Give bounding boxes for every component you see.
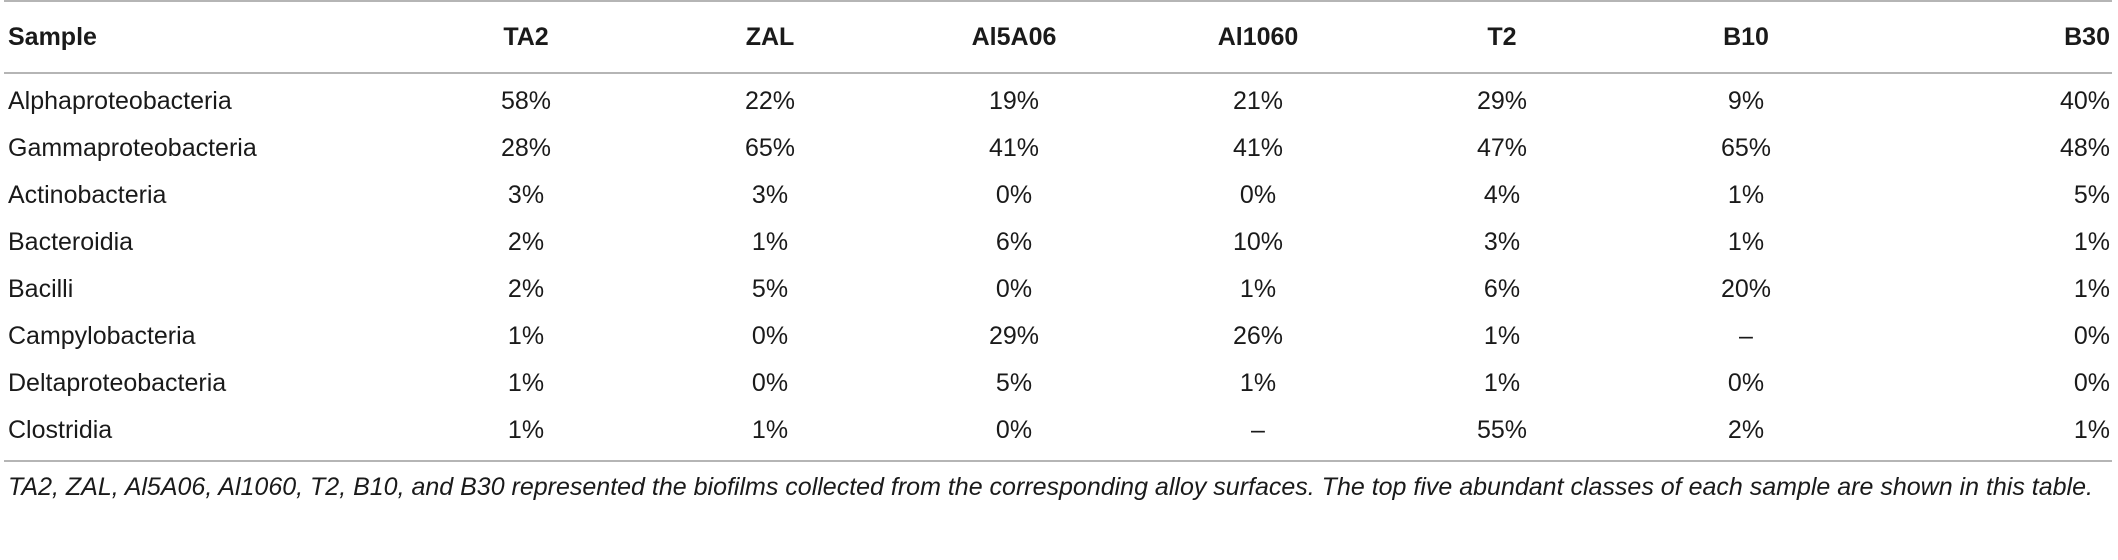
table-cell: 1% [2073, 228, 2110, 256]
table-cell: 40% [2059, 87, 2110, 115]
header-al5a06: Al5A06 [892, 0, 1136, 74]
table-container: Sample TA2 ZAL Al5A06 Al1060 T2 B10 B30 Alphapr… [4, 0, 2112, 505]
table-cell: 1% [648, 407, 892, 462]
table-cell: 9% [1727, 87, 1765, 115]
table-cell: 58% [500, 87, 552, 115]
table-cell: 10% [1232, 228, 1284, 256]
table-cell: 1% [404, 407, 648, 462]
table-cell: 3% [1483, 228, 1521, 256]
table-row: Deltaproteobacteria 1% 0% 5% 1% 1% 0% 0% [4, 360, 2112, 407]
table-cell: 41% [988, 134, 1040, 162]
table-cell: 3% [507, 181, 545, 209]
table-cell: 29% [988, 322, 1040, 350]
table-cell: 5% [751, 275, 789, 303]
table-cell: 0% [2073, 369, 2110, 397]
table-cell: 28% [500, 134, 552, 162]
table-cell: 19% [988, 87, 1040, 115]
table-footnote: TA2, ZAL, Al5A06, Al1060, T2, B10, and B… [8, 473, 2093, 501]
header-b10: B10 [1624, 0, 1868, 74]
table-cell: 1% [751, 228, 789, 256]
table-cell: 26% [1232, 322, 1284, 350]
table-body: Alphaproteobacteria 58% 22% 19% 21% 29% 9% 40% G… [4, 73, 2112, 462]
table-cell: 3% [751, 181, 789, 209]
row-label: Bacteroidia [8, 228, 134, 256]
table-row: Campylobacteria 1% 0% 29% 26% 1% – 0% [4, 313, 2112, 360]
table-cell: 1% [1727, 228, 1765, 256]
table-cell: 0% [1239, 181, 1277, 209]
table-cell: 1% [1239, 369, 1277, 397]
header-row: Sample TA2 ZAL Al5A06 Al1060 T2 B10 B30 [4, 0, 2112, 74]
table-cell: 2% [507, 228, 545, 256]
header-sample: Sample [4, 0, 404, 74]
abundance-table: Sample TA2 ZAL Al5A06 Al1060 T2 B10 B30 Alphapr… [4, 0, 2112, 462]
table-cell: 0% [995, 275, 1033, 303]
table-cell: 5% [995, 369, 1033, 397]
table-cell: 5% [2073, 181, 2110, 209]
table-cell: 1% [1868, 407, 2112, 462]
table-cell: 0% [995, 181, 1033, 209]
row-label: Bacilli [8, 275, 74, 303]
row-label: Clostridia [4, 407, 404, 462]
table-cell: 1% [1727, 181, 1765, 209]
table-cell: 20% [1720, 275, 1772, 303]
table-cell: 0% [2073, 322, 2110, 350]
table-cell: 6% [1483, 275, 1521, 303]
table-cell: 0% [751, 322, 789, 350]
table-cell: 1% [1483, 322, 1521, 350]
table-cell: 22% [744, 87, 796, 115]
table-cell: 65% [1720, 134, 1772, 162]
table-cell: – [1136, 407, 1380, 462]
row-label: Deltaproteobacteria [8, 369, 227, 397]
table-cell: 1% [2073, 275, 2110, 303]
table-cell: 1% [1483, 369, 1521, 397]
table-cell: 48% [2059, 134, 2110, 162]
table-cell: 47% [1476, 134, 1528, 162]
table-row: Bacilli 2% 5% 0% 1% 6% 20% 1% [4, 266, 2112, 313]
table-cell: 41% [1232, 134, 1284, 162]
table-cell: 4% [1483, 181, 1521, 209]
table-row: Bacteroidia 2% 1% 6% 10% 3% 1% 1% [4, 219, 2112, 266]
table-cell: 2% [507, 275, 545, 303]
table-cell: 1% [507, 322, 545, 350]
header-al1060: Al1060 [1136, 0, 1380, 74]
table-cell: 6% [995, 228, 1033, 256]
header-zal: ZAL [648, 0, 892, 74]
header-b30: B30 [1868, 0, 2112, 74]
table-row: Actinobacteria 3% 3% 0% 0% 4% 1% 5% [4, 172, 2112, 219]
header-ta2: TA2 [404, 0, 648, 74]
table-cell: 21% [1232, 87, 1284, 115]
row-label: Actinobacteria [8, 181, 167, 209]
table-header: Sample TA2 ZAL Al5A06 Al1060 T2 B10 B30 [4, 0, 2112, 74]
table-cell: 55% [1380, 407, 1624, 462]
row-label: Gammaproteobacteria [8, 134, 257, 162]
table-cell: 0% [751, 369, 789, 397]
table-cell: 2% [1624, 407, 1868, 462]
table-cell: 0% [892, 407, 1136, 462]
table-row: Gammaproteobacteria 28% 65% 41% 41% 47% 65% 48% [4, 125, 2112, 172]
table-cell: 0% [1727, 369, 1765, 397]
table-cell: 65% [744, 134, 796, 162]
table-cell: 1% [1239, 275, 1277, 303]
table-cell: 29% [1476, 87, 1528, 115]
table-cell: 1% [507, 369, 545, 397]
table-cell: – [1739, 322, 1753, 350]
table-row: Clostridia 1% 1% 0% –55% 2% 1% [4, 407, 2112, 462]
table-row: Alphaproteobacteria 58% 22% 19% 21% 29% 9% 40% [4, 73, 2112, 125]
row-label: Alphaproteobacteria [8, 87, 232, 115]
header-t2: T2 [1380, 0, 1624, 74]
row-label: Campylobacteria [8, 322, 196, 350]
